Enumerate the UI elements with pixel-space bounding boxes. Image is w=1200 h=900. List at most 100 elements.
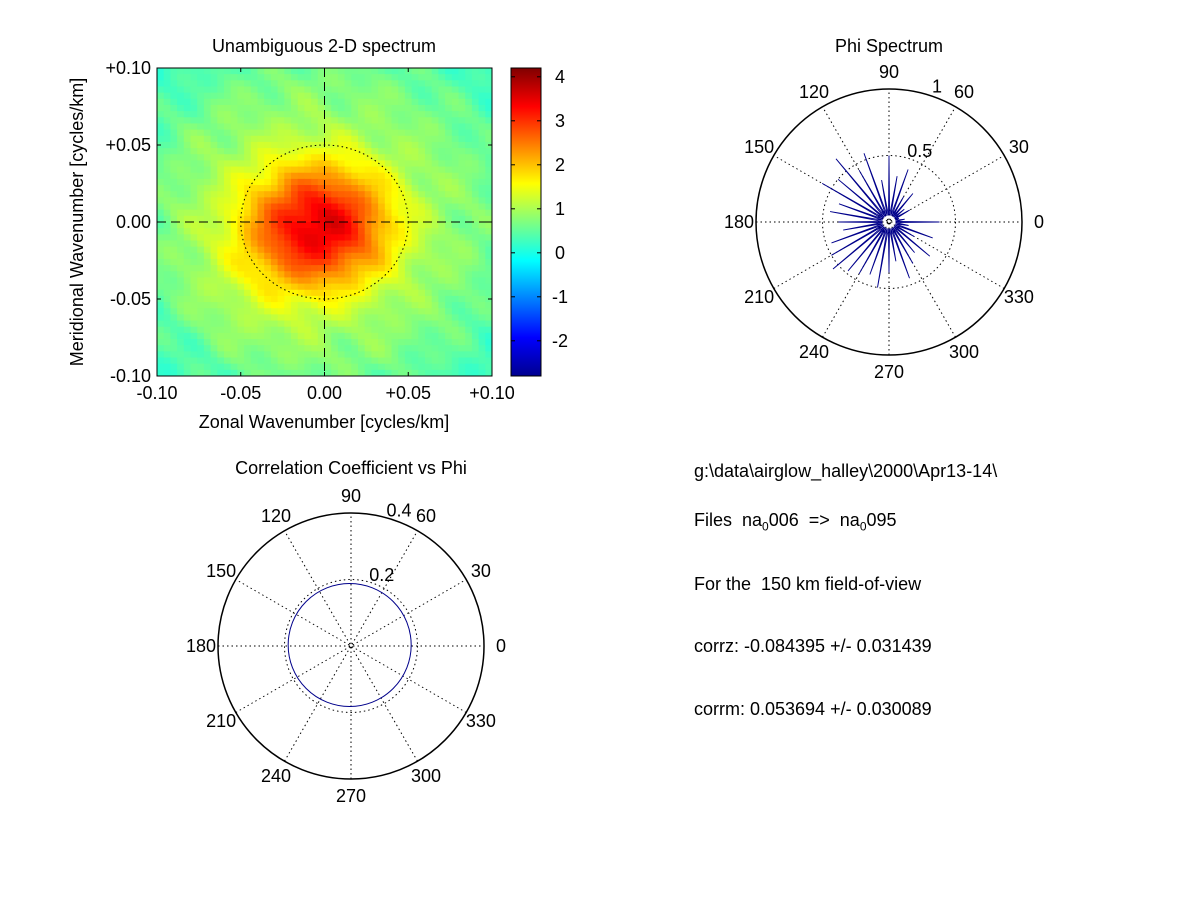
heatmap-cell [465, 141, 473, 149]
heatmap-cell [465, 277, 473, 285]
heatmap-cell [478, 215, 486, 223]
heatmap-cell [270, 203, 279, 211]
heatmap-cell [465, 302, 473, 309]
heatmap-cell [438, 222, 446, 229]
heatmap-cell [391, 197, 399, 205]
heatmap-cell [478, 166, 486, 174]
heatmap-cell [404, 86, 413, 94]
heatmap-cell [391, 148, 399, 155]
heatmap-cell [451, 104, 460, 112]
heatmap-cell [445, 234, 453, 242]
y-tick-label: +0.10 [105, 58, 151, 78]
heatmap-cell [431, 308, 439, 315]
heatmap-cell [344, 129, 352, 137]
heatmap-cell [230, 178, 238, 186]
heatmap-cell [471, 277, 480, 285]
heatmap-cell [331, 209, 339, 217]
heatmap-cell [384, 172, 393, 180]
heatmap-cell [364, 246, 372, 254]
heatmap-cell [458, 228, 466, 235]
heatmap-cell [358, 129, 366, 137]
heatmap-cell [291, 289, 299, 297]
heatmap-cell [358, 148, 366, 155]
heatmap-cell [411, 178, 419, 186]
heatmap-cell [451, 135, 460, 143]
heatmap-cell [244, 265, 252, 272]
heatmap-cell [304, 240, 312, 248]
heatmap-cell [284, 277, 292, 285]
heatmap-cell [277, 209, 285, 217]
heatmap-cell [197, 369, 205, 376]
heatmap-cell [398, 117, 406, 125]
heatmap-cell [391, 326, 399, 334]
heatmap-cell [485, 178, 492, 186]
heatmap-cell [458, 166, 466, 174]
heatmap-cell [190, 222, 198, 229]
heatmap-cell [244, 320, 252, 328]
heatmap-cell [465, 234, 473, 242]
heatmap-cell [431, 302, 439, 309]
heatmap-cell [438, 240, 446, 248]
heatmap-cell [163, 308, 171, 315]
heatmap-cell [291, 197, 299, 205]
heatmap-cell [485, 74, 492, 81]
heatmap-cell [485, 215, 492, 223]
heatmap-cell [378, 141, 386, 149]
heatmap-cell [224, 320, 232, 328]
heatmap-cell [358, 228, 366, 235]
polar-angle-label: 180 [186, 636, 216, 656]
heatmap-cell [270, 265, 279, 272]
heatmap-cell [371, 123, 379, 131]
heatmap-cell [351, 258, 359, 266]
heatmap-cell [311, 271, 319, 279]
heatmap-cell [351, 191, 359, 198]
heatmap-cell [418, 104, 426, 112]
colorbar-tick-label: -2 [552, 331, 568, 351]
heatmap-cell [157, 326, 165, 334]
heatmap-cells [157, 68, 492, 376]
heatmap-cell [170, 209, 178, 217]
heatmap-cell [458, 154, 466, 161]
heatmap-cell [264, 326, 272, 334]
heatmap-cell [478, 308, 486, 315]
heatmap-cell [351, 166, 359, 174]
heatmap-cell [465, 191, 473, 198]
heatmap-cell [404, 172, 413, 180]
heatmap-cell [257, 215, 265, 223]
heatmap-cell [465, 258, 473, 266]
heatmap-cell [177, 104, 185, 112]
heatmap-cell [183, 178, 192, 186]
correlation-curve [287, 582, 412, 708]
heatmap-cell [237, 98, 245, 106]
polar-angle-label: 60 [954, 82, 974, 102]
heatmap-cell [163, 277, 171, 285]
heatmap-cell [317, 178, 326, 186]
heatmap-cell [384, 197, 393, 205]
heatmap-cell [451, 314, 460, 322]
heatmap-cell [157, 339, 165, 346]
heatmap-cell [451, 111, 460, 118]
polar-angle-label: 120 [799, 82, 829, 102]
heatmap-cell [358, 135, 366, 143]
heatmap-cell [311, 228, 319, 235]
heatmap-cell [224, 357, 232, 365]
heatmap-cell [244, 240, 252, 248]
heatmap-cell [331, 351, 339, 359]
heatmap-cell [418, 148, 426, 155]
heatmap-cell [317, 154, 326, 161]
heatmap-cell [378, 191, 386, 198]
heatmap-cell [404, 289, 413, 297]
heatmap-cell [270, 363, 279, 371]
heatmap-cell [297, 314, 305, 322]
heatmap-cell [398, 326, 406, 334]
heatmap-cell [324, 160, 332, 168]
heatmap-cell [384, 277, 393, 285]
heatmap-cell [317, 345, 326, 352]
heatmap-cell [270, 222, 279, 229]
heatmap-cell [384, 345, 393, 352]
heatmap-cell [451, 178, 460, 186]
heatmap-cell [284, 295, 292, 303]
heatmap-cell [344, 265, 352, 272]
heatmap-cell [190, 160, 198, 168]
heatmap-cell [425, 178, 433, 186]
